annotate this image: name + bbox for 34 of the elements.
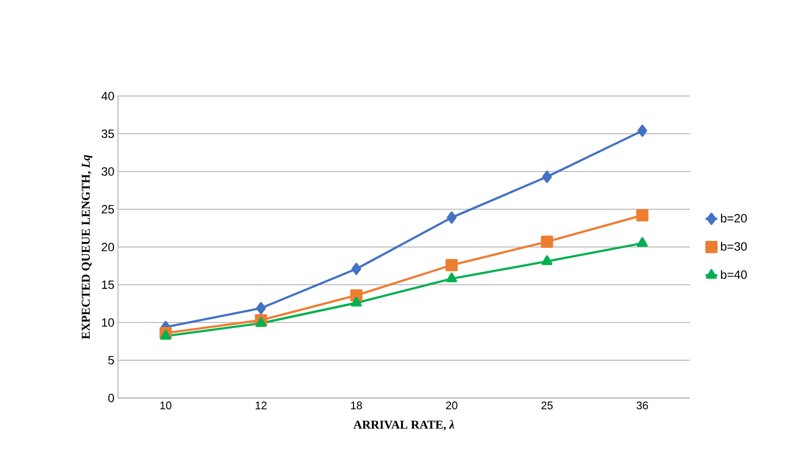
- x-tick-label: 25: [541, 402, 553, 410]
- x-tick-label: 12: [256, 402, 267, 410]
- point: [446, 259, 458, 272]
- point: [350, 296, 362, 306]
- x-axis-title: ARRIVAL RATE, λ: [354, 420, 454, 430]
- y-tick-label: 20: [102, 242, 114, 252]
- y-tick-label: 35: [102, 130, 114, 138]
- y-tick-label: 25: [102, 205, 114, 214]
- x-tick-label: 10: [160, 402, 172, 410]
- x-tick-label: 18: [351, 402, 362, 410]
- legend-label: b=40: [720, 270, 747, 279]
- y-tick-label: 15: [102, 280, 114, 289]
- legend-label: b=30: [720, 242, 747, 251]
- point: [636, 209, 648, 222]
- point: [256, 317, 266, 327]
- point: [256, 302, 266, 314]
- y-axis-title: EXPECTED QUEUE LENGTH, Lq: [82, 154, 92, 340]
- point: [636, 237, 648, 247]
- point: [446, 272, 458, 282]
- x-tick-label: 20: [446, 402, 458, 410]
- x-tick-label: 36: [636, 402, 648, 410]
- point: [446, 211, 457, 224]
- y-tick-label: 10: [102, 318, 114, 327]
- legend-label: b=20: [720, 214, 747, 223]
- point: [160, 330, 172, 340]
- y-tick-label: 30: [102, 167, 114, 176]
- y-tick-label: 5: [108, 356, 114, 364]
- point: [637, 124, 648, 137]
- point: [540, 236, 554, 248]
- y-tick-label: 0: [108, 394, 114, 402]
- point: [351, 262, 362, 275]
- point: [542, 255, 552, 265]
- point: [542, 170, 552, 183]
- y-tick-label: 40: [101, 92, 114, 100]
